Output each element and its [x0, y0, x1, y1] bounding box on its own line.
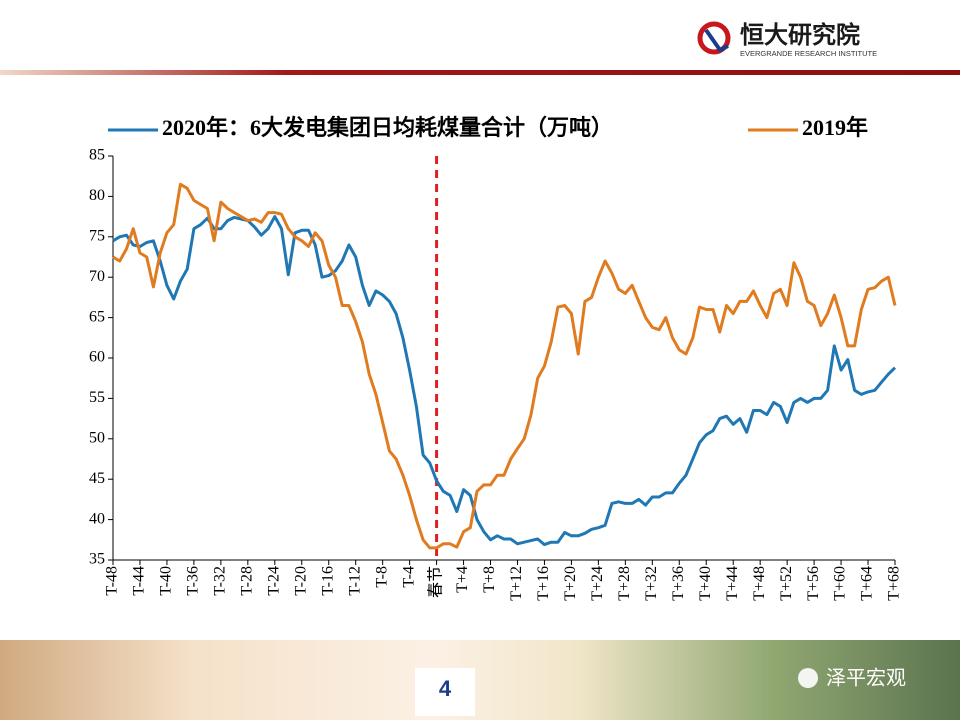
- y-tick-label: 55: [89, 389, 105, 406]
- y-tick-label: 65: [89, 308, 105, 325]
- x-tick-label: T-36: [185, 566, 202, 596]
- x-tick-label: T-28: [238, 566, 255, 596]
- header-rule: [0, 70, 960, 75]
- x-tick-label: T+44: [724, 566, 741, 601]
- x-tick-label: T+36: [670, 566, 687, 601]
- x-tick-label: T+12: [508, 566, 525, 601]
- y-tick-label: 35: [89, 551, 105, 568]
- x-tick-label: T+24: [589, 566, 606, 601]
- logo: 恒大研究院 EVERGRANDE RESEARCH INSTITUTE: [697, 21, 877, 58]
- x-tick-label: T+52: [778, 566, 795, 601]
- x-tick-label: T+48: [751, 566, 768, 601]
- logo-subtitle: EVERGRANDE RESEARCH INSTITUTE: [740, 49, 877, 58]
- watermark: 泽平宏观: [826, 666, 906, 690]
- x-tick-label: T+20: [562, 566, 579, 601]
- y-tick-label: 70: [89, 268, 105, 285]
- series-line: [112, 182, 897, 550]
- page-number-box: [415, 668, 475, 716]
- y-tick-label: 45: [89, 470, 105, 487]
- x-tick-label: T+32: [643, 566, 660, 601]
- y-tick-label: 40: [89, 510, 105, 527]
- legend-label: 2019年: [802, 115, 868, 140]
- x-tick-label: T-32: [212, 566, 229, 596]
- x-tick-label: T-8: [373, 566, 390, 588]
- x-tick-label: T-20: [292, 566, 309, 596]
- x-tick-label: T+40: [697, 566, 714, 601]
- logo-icon: [697, 21, 731, 55]
- x-tick-label: T+16: [535, 566, 552, 601]
- x-tick-label: T-4: [400, 566, 417, 588]
- x-tick-label: T-24: [265, 566, 282, 596]
- plot: 35 40 45 50 55 60 65 70 75 80 85 T-48 T-44 T-40 T-36 T-…: [89, 115, 903, 601]
- x-tick-label: T+64: [859, 566, 876, 601]
- x-tick-label: T-44: [131, 566, 148, 596]
- legend-label: 2020年：6大发电集团日均耗煤量合计（万吨）: [162, 115, 613, 140]
- page-number: 4: [439, 676, 452, 701]
- logo-name: 恒大研究院: [740, 21, 860, 49]
- x-tick-label: T+8: [481, 566, 498, 593]
- x-tick-label: T-48: [104, 566, 121, 596]
- y-tick-label: 60: [89, 349, 105, 366]
- x-tick-label: T-40: [158, 566, 175, 596]
- logo-icon-mark: [704, 28, 729, 53]
- y-tick-label: 85: [89, 147, 105, 164]
- series-line: [112, 215, 897, 547]
- x-tick-label: T-16: [319, 566, 336, 596]
- x-tick-label: T+28: [616, 566, 633, 601]
- x-tick-label: T+56: [805, 566, 822, 601]
- y-tick-label: 75: [89, 227, 105, 244]
- watermark-icon: [798, 668, 818, 688]
- x-tick-label: T+4: [454, 566, 471, 593]
- x-tick-label: T+68: [886, 566, 903, 601]
- x-tick-label: T-12: [346, 566, 363, 596]
- x-tick-label: 春节: [426, 566, 444, 598]
- y-tick-label: 80: [89, 187, 105, 204]
- x-tick-label: T+60: [832, 566, 849, 601]
- y-tick-label: 50: [89, 429, 105, 446]
